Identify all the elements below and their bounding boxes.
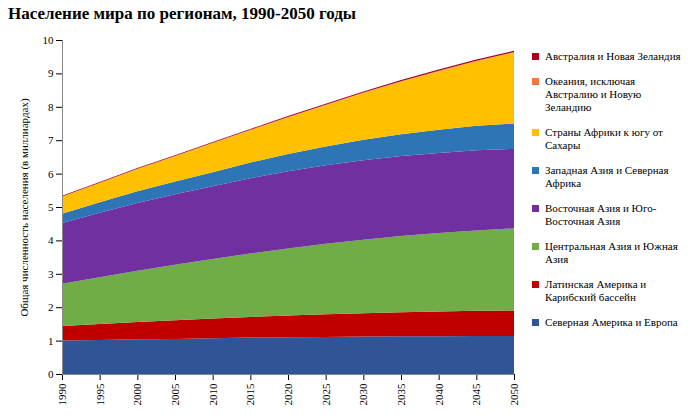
svg-text:2015: 2015 — [244, 383, 256, 406]
svg-text:3: 3 — [48, 268, 54, 280]
html-text:Латинская Америка и Карибский: Латинская Америка и Карибский бассейн — [545, 278, 647, 303]
svg-text:2050: 2050 — [508, 383, 520, 406]
html-text:Океания, исключая Австралию и: Океания, исключая Австралию и Новую Зела… — [545, 75, 642, 113]
svg-text:1: 1 — [48, 335, 54, 347]
svg-text:9: 9 — [48, 67, 54, 79]
svg-text:10: 10 — [43, 34, 55, 46]
svg-text:7: 7 — [48, 134, 54, 146]
svg-text:Общая численность населения (в: Общая численность населения (в миллиарда… — [18, 98, 31, 317]
svg-text:4: 4 — [48, 234, 54, 246]
html-text:Северная Америка и Европа: Северная Америка и Европа — [545, 316, 678, 328]
svg-text:2005: 2005 — [169, 383, 181, 406]
svg-text:2000: 2000 — [131, 383, 143, 406]
html-text:Австралия и Новая Зеландия: Австралия и Новая Зеландия — [545, 50, 681, 62]
svg-text:2035: 2035 — [395, 383, 407, 406]
svg-text:5: 5 — [48, 201, 54, 213]
svg-text:2025: 2025 — [320, 383, 332, 406]
svg-text:2030: 2030 — [357, 383, 369, 406]
svg-text:8: 8 — [48, 101, 54, 113]
html-text:Восточная Азия и Юго-Восточная: Восточная Азия и Юго-Восточная Азия — [545, 202, 657, 227]
svg-text:2045: 2045 — [470, 383, 482, 406]
svg-text:6: 6 — [48, 168, 54, 180]
svg-text:1990: 1990 — [56, 383, 68, 406]
html-text:Западная Азия и Северная Африк: Западная Азия и Северная Африка — [545, 164, 669, 189]
html-text:Страны Африки к югу от Сахары: Страны Африки к югу от Сахары — [545, 126, 663, 151]
svg-text:2040: 2040 — [433, 383, 445, 406]
svg-text:1995: 1995 — [94, 383, 106, 406]
html-text:Население мира по регионам, 19: Население мира по регионам, 1990-2050 го… — [8, 4, 357, 23]
svg-text:2010: 2010 — [207, 383, 219, 406]
html-text:Центральная Азия и Южная Азия: Центральная Азия и Южная Азия — [545, 240, 678, 265]
svg-text:0: 0 — [48, 368, 54, 380]
svg-text:2020: 2020 — [282, 383, 294, 406]
svg-text:2: 2 — [48, 301, 54, 313]
